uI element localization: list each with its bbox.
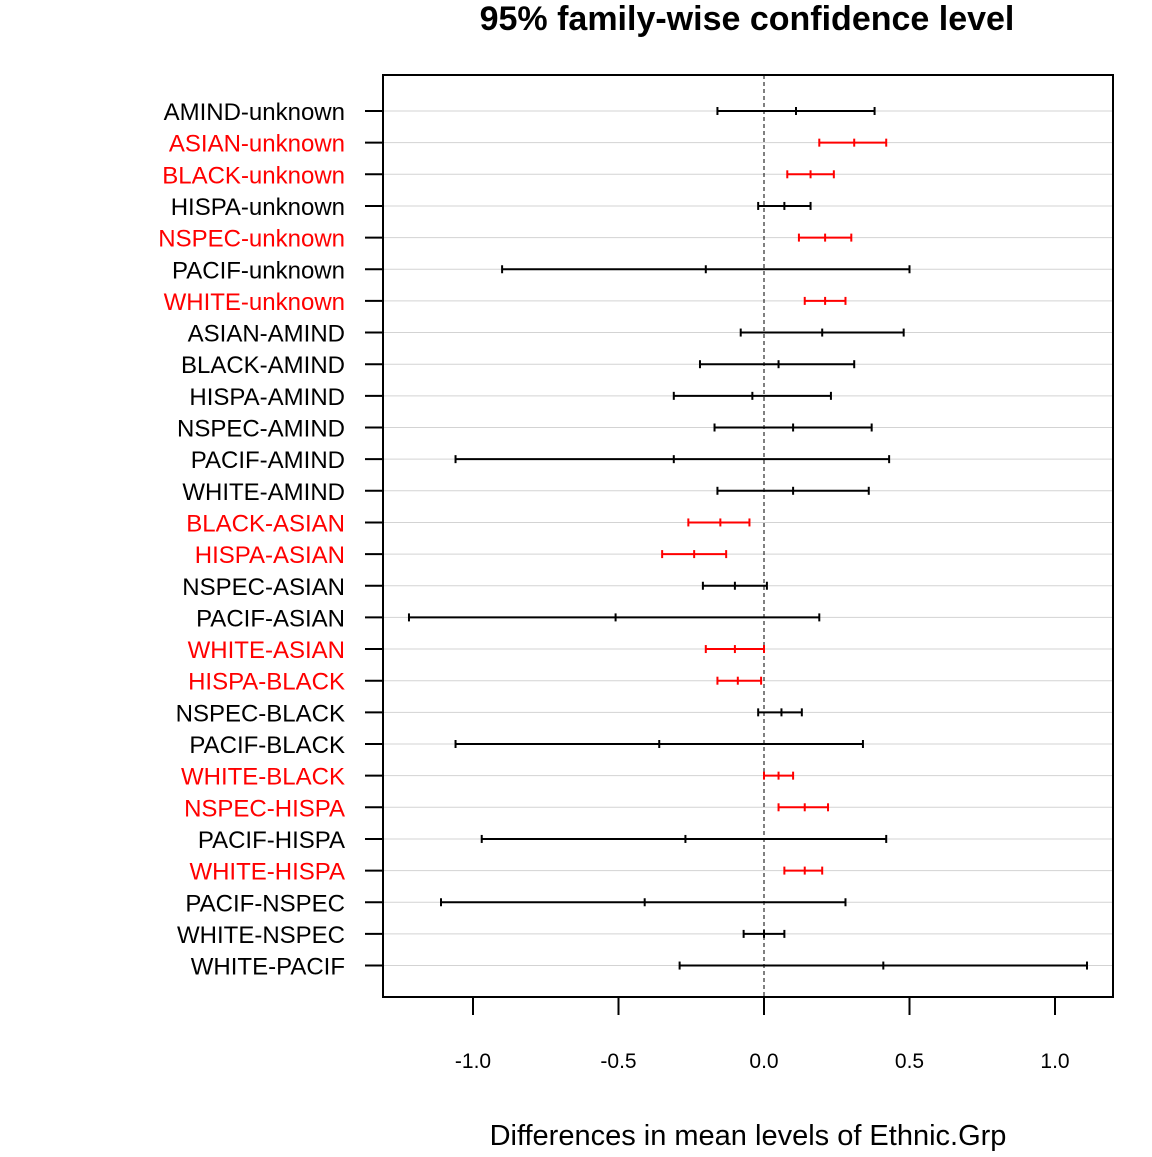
y-tick-label: BLACK-AMIND <box>181 352 345 379</box>
y-tick-label: PACIF-NSPEC <box>185 890 345 917</box>
x-axis-title: Differences in mean levels of Ethnic.Grp <box>490 1120 1007 1152</box>
x-tick-label: 1.0 <box>1040 1050 1069 1073</box>
y-tick-label: WHITE-HISPA <box>189 859 345 886</box>
y-tick-label: WHITE-NSPEC <box>177 922 345 949</box>
y-tick-label: NSPEC-HISPA <box>184 795 345 822</box>
y-tick-label: HISPA-unknown <box>171 194 345 221</box>
x-tick-label: 0.5 <box>895 1050 924 1073</box>
grid-layer <box>383 110 1113 967</box>
chart-title: 95% family-wise confidence level <box>480 0 1015 38</box>
y-tick-label: NSPEC-ASIAN <box>182 574 345 601</box>
y-tick-label: PACIF-ASIAN <box>196 605 345 632</box>
y-tick-label: ASIAN-AMIND <box>188 321 345 348</box>
y-tick-label: BLACK-unknown <box>162 162 345 189</box>
y-tick-label: HISPA-ASIAN <box>195 542 345 569</box>
y-tick-label: PACIF-HISPA <box>198 827 345 854</box>
interval-layer <box>407 107 1089 970</box>
y-tick-label: ASIAN-unknown <box>169 131 345 158</box>
plot-frame <box>382 74 1114 998</box>
x-tick-label: 0.0 <box>749 1050 778 1073</box>
y-tick-label: HISPA-BLACK <box>188 669 345 696</box>
y-tick-label: WHITE-AMIND <box>182 479 345 506</box>
y-tick-label: BLACK-ASIAN <box>186 510 345 537</box>
y-tick-label: HISPA-AMIND <box>189 384 345 411</box>
x-tick-label: -1.0 <box>455 1050 491 1073</box>
x-axis: -1.0 -0.5 0.0 0.5 1.0 <box>455 996 1070 1073</box>
x-tick-label: -0.5 <box>600 1050 636 1073</box>
y-tick-label: NSPEC-BLACK <box>176 700 345 727</box>
y-tick-label: NSPEC-AMIND <box>177 416 345 443</box>
y-tick-label: PACIF-AMIND <box>191 447 345 474</box>
y-tick-label: PACIF-unknown <box>172 257 345 284</box>
y-tick-label: NSPEC-unknown <box>158 226 345 253</box>
y-label-layer: AMIND-unknown ASIAN-unknown BLACK-unknown H… <box>158 99 345 981</box>
y-tick-label: WHITE-PACIF <box>191 954 345 981</box>
y-tick-label: WHITE-unknown <box>164 289 345 316</box>
y-tick-label: WHITE-ASIAN <box>188 637 345 664</box>
y-tick-label: AMIND-unknown <box>164 99 345 126</box>
y-tick-label: PACIF-BLACK <box>189 732 345 759</box>
y-tick-layer <box>365 110 383 967</box>
y-tick-label: WHITE-BLACK <box>181 764 345 791</box>
